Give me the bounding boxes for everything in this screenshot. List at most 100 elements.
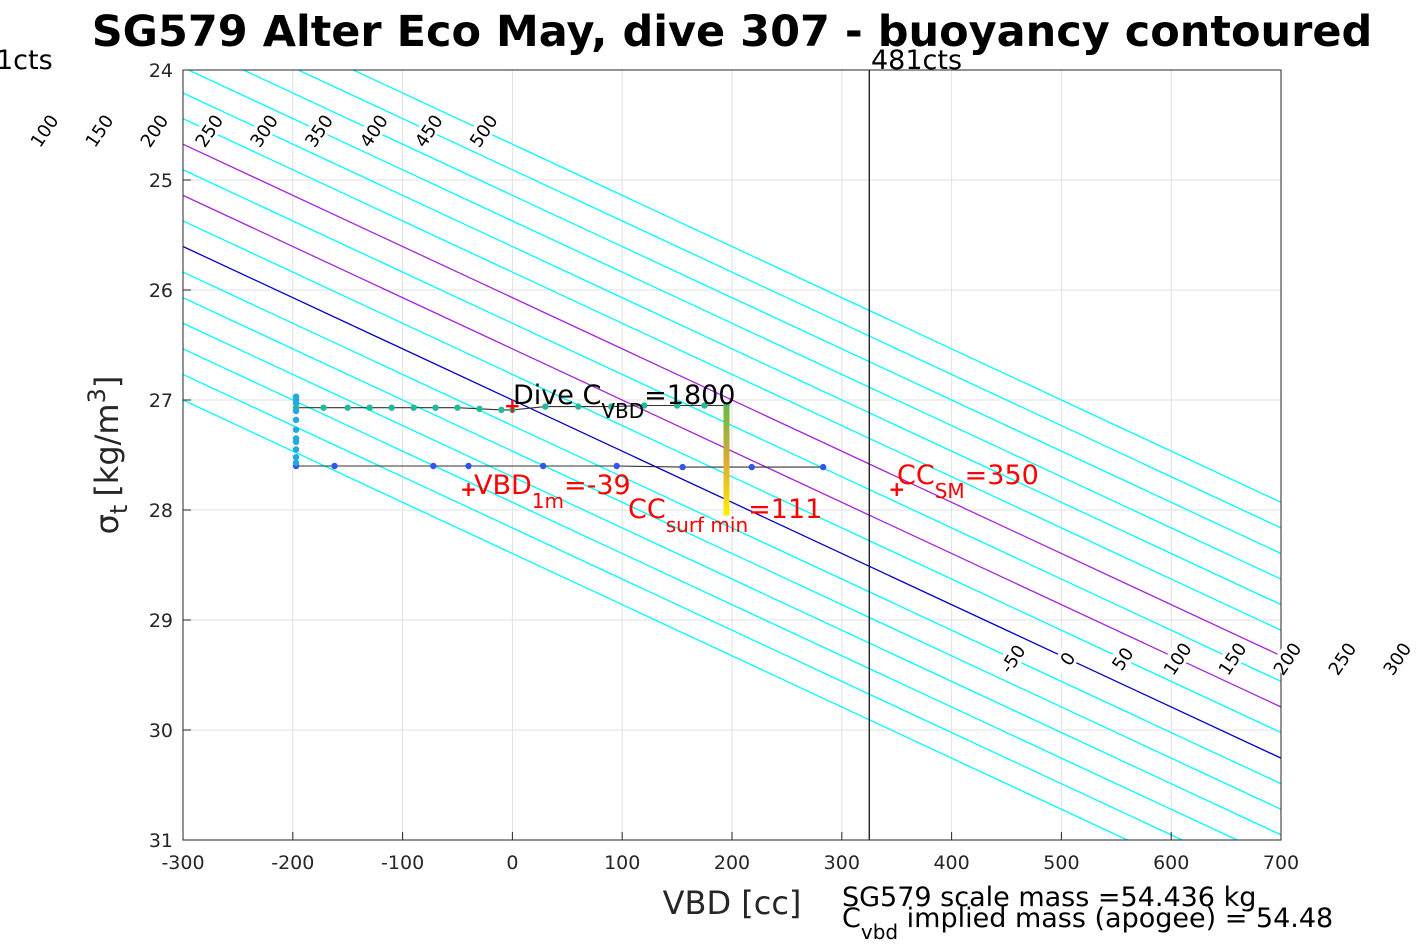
- data-point: [344, 404, 351, 411]
- data-point: [292, 407, 300, 415]
- data-point: [432, 404, 439, 411]
- isopleth-label-bg: [1160, 640, 1194, 677]
- dive-cvbd-value: =1800: [644, 380, 735, 411]
- data-point: [679, 463, 686, 471]
- data-point: [292, 400, 300, 407]
- data-point: [388, 404, 395, 411]
- cc-surf-min-main: CC: [628, 494, 666, 525]
- x-tick-label: 300: [824, 852, 860, 874]
- data-point: [608, 403, 615, 410]
- isopleth-line: [183, 220, 1281, 734]
- isopleth-label-bg: [136, 112, 171, 149]
- y-tick-label: 30: [149, 720, 173, 742]
- data-point: [410, 404, 417, 411]
- dive-cvbd-sub: VBD: [601, 399, 644, 423]
- data-point: [292, 416, 300, 423]
- vline-label-1cts: 1cts: [0, 45, 53, 76]
- y-tick-label: 26: [149, 280, 173, 302]
- implied-mass-main: C: [842, 903, 861, 934]
- implied-mass-sub: vbd: [861, 920, 898, 944]
- y-axis-label: σt [kg/m3]: [83, 376, 133, 535]
- isopleth-label-bottom: 250: [1325, 639, 1362, 679]
- isopleth-label-top: 100: [27, 111, 64, 151]
- x-tick-labels: -300 -200 -100 0 100 200 300 400 500 600 700: [161, 832, 1299, 874]
- cc-sm-value: =350: [965, 460, 1039, 491]
- isopleth-line: [188, 70, 1281, 580]
- isopleth-label-bg: [466, 112, 500, 149]
- data-point: [509, 406, 516, 414]
- x-tick-label: -100: [381, 852, 424, 874]
- dive-cvbd-annotation: Dive CVBD=1800: [513, 380, 735, 423]
- x-tick-label: 600: [1153, 852, 1189, 874]
- x-tick-label: 500: [1043, 852, 1079, 874]
- plus-marker: +: [888, 477, 905, 501]
- data-point: [498, 406, 505, 414]
- data-point: [320, 404, 327, 411]
- y-tick-label: 31: [149, 830, 173, 852]
- data-point: [465, 462, 472, 470]
- implied-mass-rest: implied mass (apogee) = 54.48: [898, 903, 1333, 934]
- isopleth-label-bg: [356, 112, 390, 149]
- isopleth-label-top: 200: [137, 111, 174, 151]
- data-point: [575, 403, 582, 410]
- isopleth-label-top: 150: [82, 111, 119, 151]
- data-point: [673, 402, 681, 409]
- isopleth-label-bg: [1105, 640, 1139, 677]
- y-label-sub: t: [105, 505, 133, 514]
- x-tick-label: 100: [604, 852, 640, 874]
- isopleth-label-bg: [246, 112, 281, 149]
- data-point: [292, 454, 300, 461]
- isopleth-label-bg: [1324, 640, 1359, 677]
- x-tick-label: 700: [1263, 852, 1299, 874]
- implied-mass-text: Cvbd implied mass (apogee) = 54.48: [842, 903, 1333, 944]
- dive-cvbd-main: Dive C: [513, 380, 601, 411]
- isopleth-label-bg: [995, 640, 1029, 677]
- buoyancy-isopleths: [183, 70, 1281, 840]
- y-tick-label: 28: [149, 500, 173, 522]
- isopleth-label-bg: [82, 112, 116, 149]
- plus-marker: +: [504, 394, 521, 418]
- vbd-1m-main: VBD: [474, 470, 532, 501]
- isopleth-label-bg: [301, 112, 336, 149]
- isopleth-line: [183, 169, 1281, 683]
- isopleth-label-bg: [1050, 640, 1084, 677]
- data-point: [292, 446, 300, 453]
- y-tick-labels: 24 25 26 27 28 29 30 31: [149, 60, 191, 852]
- isopleth-label-bg: [1379, 640, 1414, 677]
- cc-surf-min-annotation: CCsurf min=111: [628, 494, 822, 537]
- y-label-unit-sup: 3: [83, 388, 111, 403]
- isopleth-label-top: 50: [0, 116, 5, 147]
- x-tick-label: 400: [933, 852, 969, 874]
- data-point: [331, 462, 338, 470]
- isopleth-label-bg: [1215, 640, 1249, 677]
- isopleth-label-bg: [411, 112, 445, 149]
- y-tick-label: 29: [149, 610, 173, 632]
- data-point: [292, 438, 300, 445]
- data-point: [613, 462, 620, 470]
- data-point: [539, 462, 547, 470]
- data-point: [542, 403, 549, 410]
- data-point: [430, 462, 437, 470]
- isopleth-line: [243, 70, 1281, 555]
- y-label-sigma: σ: [88, 514, 126, 534]
- isopleth-label-bottom: 300: [1379, 639, 1416, 679]
- isopleth-label-bg: [1270, 640, 1304, 677]
- data-point: [819, 463, 827, 471]
- surface-segment: [723, 405, 730, 516]
- data-point: [476, 405, 483, 412]
- data-point: [366, 404, 373, 411]
- data-point: [292, 426, 300, 433]
- x-tick-label: -300: [161, 852, 204, 874]
- cc-sm-sub: SM: [935, 479, 965, 503]
- data-point: [454, 404, 461, 411]
- y-tick-label: 24: [149, 60, 173, 82]
- isopleth-line: [183, 194, 1281, 708]
- vbd-1m-annotation: VBD1m=-39: [474, 470, 631, 513]
- cc-surf-min-sub: surf min: [666, 513, 748, 537]
- x-tick-label: 200: [714, 852, 750, 874]
- cc-surf-min-value: =111: [748, 494, 822, 525]
- isopleth-label-bg: [27, 112, 61, 149]
- x-tick-label: 0: [506, 852, 518, 874]
- vline-label-481cts: 481cts: [871, 45, 962, 76]
- isopleth-line: [183, 117, 1281, 631]
